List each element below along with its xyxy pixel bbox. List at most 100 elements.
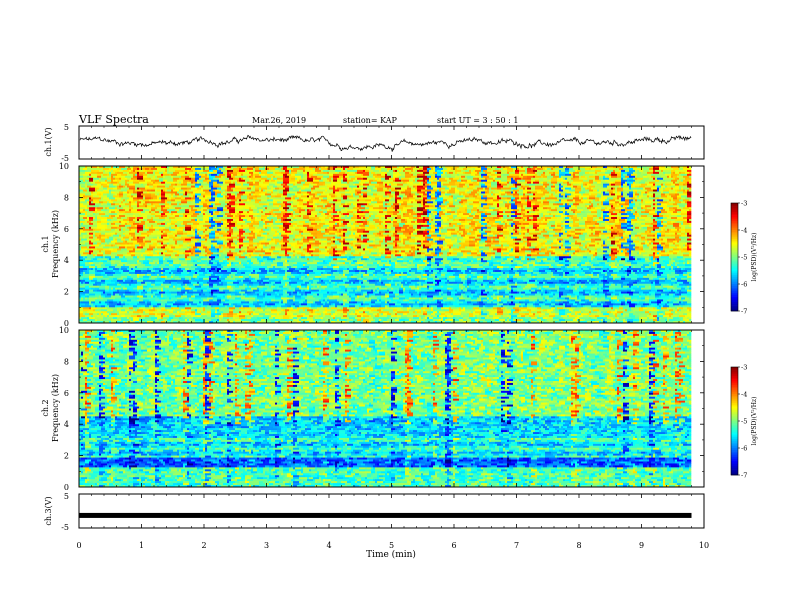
spectrogram-cell <box>389 190 391 192</box>
spectrogram-cell <box>101 197 103 199</box>
spectrogram-cell <box>563 184 567 186</box>
spectrogram-cell <box>305 182 311 184</box>
spectrogram-cell <box>187 186 191 188</box>
spectrogram-cell <box>581 197 583 199</box>
spectrogram-cell <box>181 203 187 205</box>
spectrogram-cell <box>103 168 109 170</box>
spectrogram-cell <box>355 172 357 174</box>
spectrogram-cell <box>411 176 417 178</box>
spectrogram-cell <box>427 193 429 195</box>
spectrogram-cell <box>261 170 267 172</box>
spectrogram-cell <box>569 201 575 203</box>
spectrogram-cell <box>665 180 671 182</box>
spectrogram-cell <box>479 184 481 186</box>
spectrogram-cell <box>373 199 377 201</box>
spectrogram-cell <box>369 178 373 180</box>
spectrogram-cell <box>441 170 443 172</box>
spectrogram-cell <box>391 197 395 199</box>
spectrogram-cell <box>289 180 295 182</box>
spectrogram-cell <box>213 184 219 186</box>
spectrogram-cell <box>659 168 665 170</box>
spectrogram-cell <box>165 193 171 195</box>
spectrogram-cell <box>163 186 165 188</box>
spectrogram-cell <box>531 188 535 190</box>
spectrogram-cell <box>235 184 241 186</box>
spectrogram-cell <box>115 176 121 178</box>
spectrogram-cell <box>83 180 85 182</box>
spectrogram-cell <box>559 174 565 176</box>
spectrogram-cell <box>589 190 593 192</box>
spectrogram-cell <box>233 188 235 190</box>
spectrogram-cell <box>151 197 153 199</box>
spectrogram-cell <box>671 184 675 186</box>
spectrogram-cell <box>153 172 155 174</box>
spectrogram-cell <box>311 176 317 178</box>
spectrogram-cell <box>333 186 335 188</box>
spectrogram-cell <box>235 178 239 180</box>
spectrogram-cell <box>285 168 287 170</box>
spectrogram-cell <box>109 168 113 170</box>
spectrogram-cell <box>231 176 235 178</box>
spectrogram-cell <box>269 180 271 182</box>
spectrogram-cell <box>431 192 435 194</box>
spectrogram-cell <box>161 199 165 201</box>
spectrogram-cell <box>613 203 615 205</box>
spectrogram-cell <box>541 188 545 190</box>
spectrogram-cell <box>355 184 361 186</box>
spectrogram-cell <box>457 174 459 176</box>
spectrogram-cell <box>655 178 657 180</box>
spectrogram-cell <box>545 172 549 174</box>
spectrogram-cell <box>367 190 369 192</box>
spectrogram-cell <box>269 184 275 186</box>
ch1-spectrogram-panel: 0246810 ch.1 Frequency (kHz) -3-4-5-6-7l… <box>41 162 758 328</box>
spectrogram-cell <box>253 184 259 186</box>
spectrogram-cell <box>195 184 201 186</box>
spectrogram-cell <box>219 201 225 203</box>
spectrogram-cell <box>437 184 441 186</box>
spectrogram-cell <box>277 178 283 180</box>
spectrogram-cell <box>635 201 641 203</box>
spectrogram-cell <box>399 192 401 194</box>
spectrogram-cell <box>423 174 425 176</box>
spectrogram-cell <box>303 172 307 174</box>
spectrogram-cell <box>285 188 289 190</box>
spectrogram-cell <box>273 197 279 199</box>
spectrogram-cell <box>409 186 413 188</box>
spectrogram-cell <box>349 172 353 174</box>
spectrogram-cell <box>273 192 279 194</box>
spectrogram-cell <box>251 170 253 172</box>
spectrogram-cell <box>687 193 691 195</box>
spectrogram-cell <box>363 184 369 186</box>
spectrogram-cell <box>487 201 493 203</box>
spectrogram-cell <box>347 184 353 186</box>
spectrogram-cell <box>423 193 427 195</box>
spectrogram-cell <box>327 184 331 186</box>
spectrogram-cell <box>479 190 483 192</box>
spectrogram-cell <box>145 182 147 184</box>
spectrogram-cell <box>285 170 289 172</box>
spectrogram-cell <box>477 178 479 180</box>
spectrogram-cell <box>459 174 465 176</box>
spectrogram-cell <box>673 172 675 174</box>
spectrogram-cell <box>179 190 183 192</box>
spectrogram-cell <box>325 188 329 190</box>
spectrogram-cell <box>85 186 87 188</box>
spectrogram-cell <box>363 193 367 195</box>
spectrogram-cell <box>551 197 557 199</box>
spectrogram-cell <box>315 170 321 172</box>
spectrogram-cell <box>503 174 509 176</box>
spectrogram-cell <box>625 170 629 172</box>
spectrogram-cell <box>501 188 505 190</box>
spectrogram-cell <box>179 203 181 205</box>
spectrogram-cell <box>185 178 191 180</box>
spectrogram-cell <box>191 201 195 203</box>
spectrogram-cell <box>293 168 299 170</box>
spectrogram-cell <box>607 170 613 172</box>
spectrogram-cell <box>583 174 587 176</box>
spectrogram-cell <box>99 178 101 180</box>
spectrogram-cell <box>133 172 137 174</box>
spectrogram-cell <box>241 197 247 199</box>
spectrogram-cell <box>309 172 311 174</box>
spectrogram-cell <box>247 168 253 170</box>
spectrogram-cell <box>313 190 319 192</box>
